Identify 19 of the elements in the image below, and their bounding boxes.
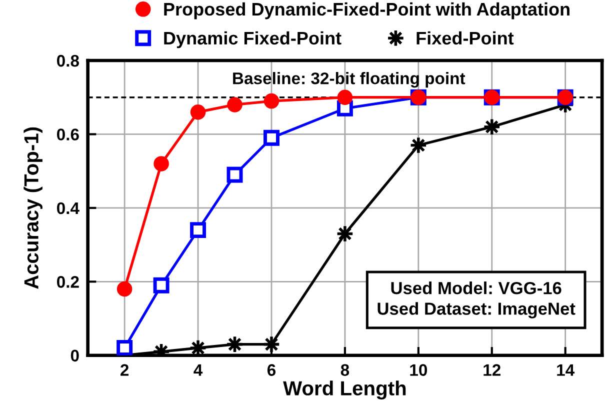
x-tick-label: 14 (557, 364, 575, 376)
x-tick-label: 8 (340, 364, 350, 376)
x-axis-title: Word Length (283, 380, 406, 400)
y-tick-label: 0 (70, 350, 79, 362)
y-tick-label: 0.2 (57, 276, 79, 288)
legend-label: Dynamic Fixed-Point (164, 31, 342, 48)
annotation: Baseline: 32-bit floating point (233, 72, 466, 88)
annotation: Used Model: VGG-16 Used Dataset: ImageNet (378, 282, 576, 318)
x-tick-label: 2 (120, 364, 129, 376)
y-tick-label: 0.6 (57, 128, 79, 140)
legend-label: Proposed Dynamic-Fixed-Point with Adaptation (164, 2, 570, 20)
x-tick-label: 12 (484, 364, 500, 376)
x-tick-label: 10 (410, 364, 428, 376)
y-tick-label: 0.8 (57, 54, 79, 67)
x-tick-label: 6 (267, 364, 276, 376)
x-tick-label: 4 (194, 364, 203, 376)
y-tick-label: 0.4 (57, 202, 80, 214)
y-axis-title: Accuracy (Top-1) (24, 127, 42, 289)
legend-label: Fixed-Point (416, 31, 514, 45)
